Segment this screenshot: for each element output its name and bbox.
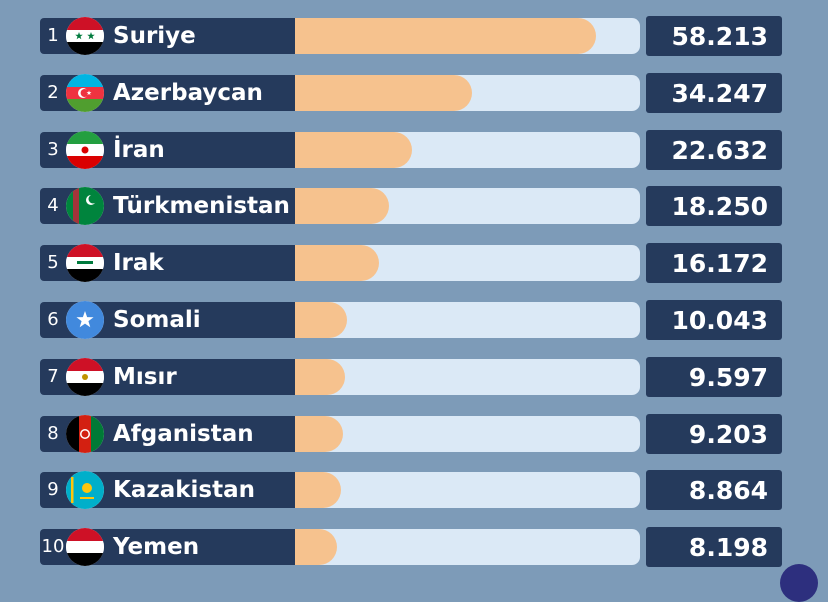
value-box: 22.632	[646, 129, 782, 170]
rank-label: 6	[47, 309, 59, 330]
rank-label: 3	[47, 138, 59, 160]
value-box: 9.203	[646, 413, 782, 454]
category-label: Irak	[113, 250, 164, 277]
category-label: Azerbaycan	[113, 79, 263, 106]
category-label: Yemen	[113, 534, 200, 561]
bar-turkmenistan	[295, 188, 390, 225]
bar-kazakistan	[295, 472, 341, 509]
bar-misir	[295, 358, 345, 395]
afghanistan-flag-icon	[66, 414, 104, 453]
syria-flag-icon	[66, 17, 104, 55]
data-label: 9.203	[688, 419, 768, 449]
data-label: 8.864	[688, 476, 768, 506]
data-label: 8.198	[688, 533, 768, 563]
data-label: 58.213	[671, 22, 768, 51]
rank-label: 2	[47, 81, 59, 103]
value-box: 8.864	[646, 470, 782, 511]
iraq-flag-icon	[66, 244, 104, 283]
value-box: 16.172	[646, 243, 782, 284]
turkmenistan-flag-icon	[66, 187, 104, 226]
bar-track	[295, 358, 640, 395]
category-label: Suriye	[113, 23, 196, 49]
rank-label: 9	[47, 479, 59, 501]
somalia-flag-icon	[66, 301, 104, 339]
value-box: 10.043	[646, 300, 782, 340]
bar-irak	[295, 245, 379, 282]
bar-row-turkmenistan: 4 Türkmenistan 18.250	[0, 186, 828, 227]
category-label: Afganistan	[113, 420, 254, 447]
bar-row-irak: 5 Irak 16.172	[0, 243, 828, 284]
value-box: 18.250	[646, 186, 782, 227]
corner-decoration	[780, 564, 818, 602]
rank-label: 10	[41, 536, 65, 558]
data-label: 16.172	[671, 249, 768, 279]
rank-label: 4	[47, 195, 59, 217]
bar-track	[295, 415, 640, 452]
value-box: 9.597	[646, 356, 782, 397]
value-box: 8.198	[646, 527, 782, 568]
data-label: 10.043	[671, 306, 768, 335]
category-label: Somali	[113, 307, 201, 333]
bar-row-suriye: 1 Suriye 58.213	[0, 16, 828, 56]
bar-row-afganistan: 8 Afganistan 9.203	[0, 413, 828, 454]
rank-label: 1	[47, 25, 59, 46]
data-label: 9.597	[688, 362, 768, 392]
category-label: Türkmenistan	[113, 193, 290, 220]
bar-azerbaycan	[295, 74, 472, 111]
iran-flag-icon	[66, 130, 104, 169]
bar-track	[295, 472, 640, 509]
value-box: 58.213	[646, 16, 782, 56]
bar-row-somali: 6 Somali 10.043	[0, 300, 828, 340]
bar-track	[295, 529, 640, 566]
category-label: İran	[113, 136, 165, 163]
bar-suriye	[295, 18, 596, 54]
category-label: Mısır	[113, 363, 177, 390]
bar-iran	[295, 131, 412, 168]
bar-yemen	[295, 529, 338, 566]
rank-label: 5	[47, 252, 59, 274]
bar-afganistan	[295, 415, 343, 452]
bar-row-iran: 3 İran 22.632	[0, 129, 828, 170]
rank-label: 8	[47, 422, 59, 444]
bar-row-misir: 7 Mısır 9.597	[0, 356, 828, 397]
category-label: Kazakistan	[113, 477, 256, 504]
bar-row-yemen: 10 Yemen 8.198	[0, 527, 828, 568]
azerbaijan-flag-icon	[66, 73, 104, 112]
egypt-flag-icon	[66, 357, 104, 396]
data-label: 34.247	[671, 78, 768, 108]
bar-row-kazakistan: 9 Kazakistan 8.864	[0, 470, 828, 511]
ranking-bar-chart: 1 Suriye 58.213 2 Azerbaycan 34.247 3 İran 22.63…	[0, 16, 828, 568]
bar-somali	[295, 302, 347, 338]
value-box: 34.247	[646, 72, 782, 113]
kazakhstan-flag-icon	[66, 471, 104, 510]
data-label: 22.632	[671, 135, 768, 165]
bar-track	[295, 302, 640, 338]
yemen-flag-icon	[66, 528, 104, 567]
rank-label: 7	[47, 365, 59, 387]
data-label: 18.250	[671, 192, 768, 222]
bar-row-azerbaycan: 2 Azerbaycan 34.247	[0, 72, 828, 113]
